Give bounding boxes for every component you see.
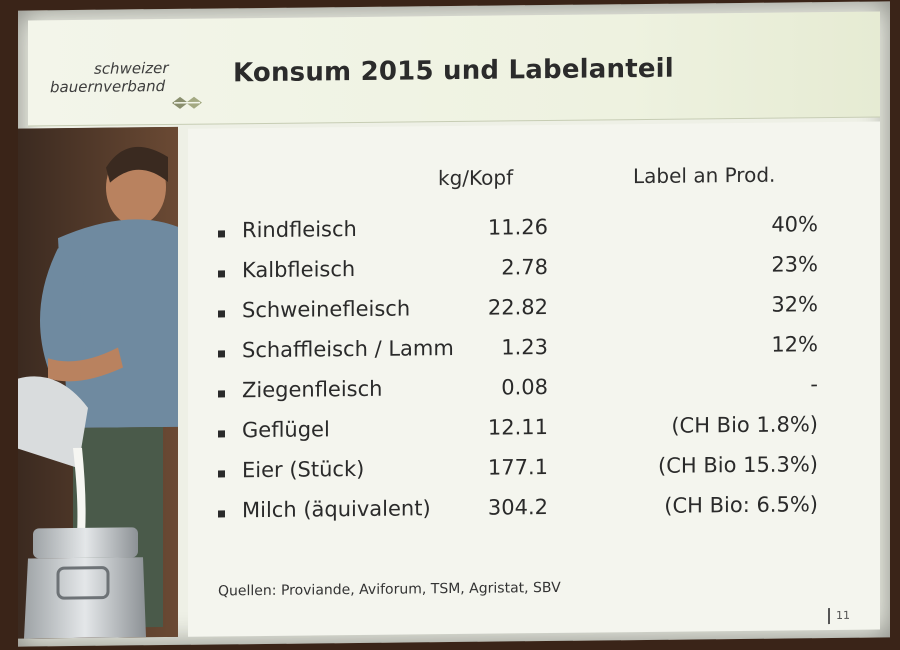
- row-kg: 304.2: [487, 495, 548, 520]
- row-name: Schweinefleisch: [242, 296, 411, 323]
- row-kg: 22.82: [487, 295, 548, 320]
- row-kg: 11.26: [487, 215, 548, 240]
- farmer-milk-illustration: [18, 126, 178, 639]
- slide-title: Konsum 2015 und Labelanteil: [233, 53, 674, 89]
- table-row: Ziegenfleisch 0.08 -: [218, 372, 868, 415]
- row-name: Milch (äquivalent): [242, 496, 431, 523]
- slide-header: schweizer bauernverband Konsum 2015 und …: [28, 11, 880, 127]
- logo: schweizer bauernverband: [50, 58, 202, 109]
- row-label: (CH Bio 15.3%): [658, 452, 818, 478]
- logo-line2: bauernverband: [50, 77, 166, 97]
- row-label: 23%: [771, 252, 818, 277]
- logo-mark-icon: [172, 96, 202, 109]
- row-label: -: [810, 372, 818, 397]
- row-label: (CH Bio: 6.5%): [664, 492, 818, 518]
- row-kg: 177.1: [487, 455, 548, 480]
- row-kg: 0.08: [501, 375, 548, 400]
- table-row: Schweinefleisch 22.82 32%: [218, 292, 868, 335]
- bullet-icon: [218, 230, 225, 238]
- bullet-icon: [218, 270, 225, 278]
- row-name: Rindfleisch: [242, 217, 357, 243]
- row-name: Schaffleisch / Lamm: [242, 336, 454, 363]
- farmer-photo: [18, 126, 178, 639]
- bullet-icon: [218, 430, 225, 438]
- row-kg: 12.11: [487, 415, 548, 440]
- row-name: Ziegenfleisch: [242, 376, 383, 403]
- bullet-icon: [218, 470, 225, 478]
- row-label: 40%: [771, 212, 818, 237]
- bullet-icon: [218, 390, 225, 398]
- bullet-icon: [218, 510, 225, 518]
- bullet-icon: [218, 310, 225, 318]
- content-panel: kg/Kopf Label an Prod. Rindfleisch 11.26…: [188, 121, 880, 637]
- column-header-label: Label an Prod.: [633, 162, 776, 189]
- row-kg: 2.78: [501, 255, 548, 280]
- table-row: Kalbfleisch 2.78 23%: [218, 252, 868, 295]
- bullet-icon: [218, 350, 225, 358]
- table-row: Milch (äquivalent) 304.2 (CH Bio: 6.5%): [218, 492, 868, 535]
- row-label: 12%: [771, 332, 818, 357]
- logo-line1: schweizer: [94, 58, 169, 78]
- row-label: 32%: [771, 292, 818, 317]
- row-name: Geflügel: [242, 417, 330, 443]
- row-name: Eier (Stück): [242, 456, 365, 483]
- column-header-kg: kg/Kopf: [438, 165, 514, 191]
- table-row: Schaffleisch / Lamm 1.23 12%: [218, 332, 868, 375]
- table-row: Eier (Stück) 177.1 (CH Bio 15.3%): [218, 452, 868, 495]
- sources-footnote: Quellen: Proviande, Aviforum, TSM, Agris…: [218, 579, 561, 600]
- row-label: (CH Bio 1.8%): [671, 412, 818, 438]
- slide: schweizer bauernverband Konsum 2015 und …: [18, 1, 890, 647]
- page-number: 11: [828, 607, 850, 625]
- table-row: Rindfleisch 11.26 40%: [218, 212, 868, 255]
- row-name: Kalbfleisch: [242, 257, 356, 283]
- table-row: Geflügel 12.11 (CH Bio 1.8%): [218, 412, 868, 455]
- row-kg: 1.23: [501, 335, 548, 360]
